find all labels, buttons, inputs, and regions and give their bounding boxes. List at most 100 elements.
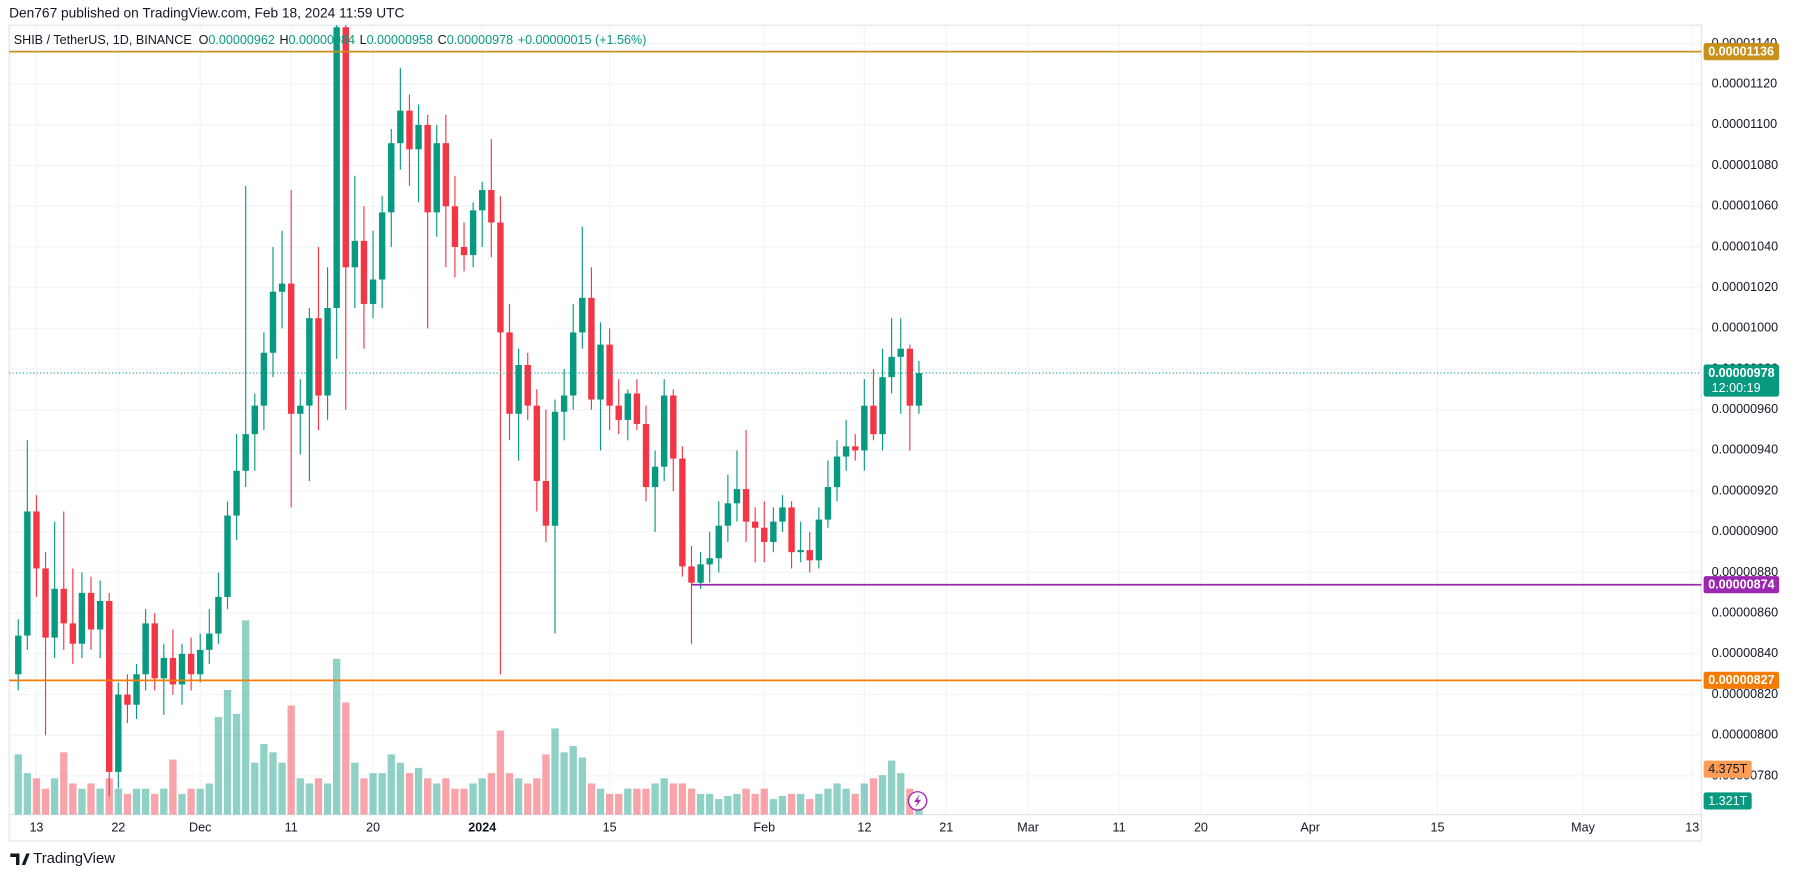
legend-value: 0.00000978 xyxy=(447,34,513,48)
volume-bar xyxy=(78,788,86,815)
candle-body xyxy=(360,240,368,304)
candle-body xyxy=(197,649,204,675)
x-tick-label: 11 xyxy=(1113,821,1126,835)
volume-bar xyxy=(178,793,186,815)
candle-body xyxy=(60,588,67,624)
volume-bar xyxy=(760,788,768,815)
logo-mark xyxy=(10,853,30,865)
candle-body xyxy=(597,344,604,400)
current-price-label: 0.00000978 xyxy=(1708,366,1774,380)
candle-body xyxy=(488,189,495,223)
volume-bar xyxy=(596,788,605,815)
y-tick-label: 0.00000960 xyxy=(1712,402,1778,416)
candle-body xyxy=(770,521,777,542)
volume-bar xyxy=(778,795,787,815)
candle-body xyxy=(206,633,213,650)
volume-bar xyxy=(114,788,122,815)
x-tick-label: 22 xyxy=(111,821,125,835)
candle-body xyxy=(879,377,886,435)
y-tick-label: 0.00001000 xyxy=(1712,321,1778,335)
candle-body xyxy=(606,344,613,406)
y-tick-label: 0.00001060 xyxy=(1712,199,1778,213)
volume-bar xyxy=(742,788,750,815)
volume-bar xyxy=(232,713,241,815)
symbol: SHIB / TetherUS, 1D, BINANCE xyxy=(14,34,192,48)
candle-body xyxy=(788,507,795,553)
candle-body xyxy=(324,308,331,396)
volume-bar xyxy=(678,783,687,815)
x-tick-label: Feb xyxy=(753,821,775,835)
candle-body xyxy=(660,395,668,467)
volume-bar xyxy=(615,793,623,815)
volume-ma-label: 4.375T xyxy=(1708,762,1747,776)
y-tick-label: 0.00000920 xyxy=(1712,483,1778,497)
candle-body xyxy=(797,550,804,553)
volume-bar xyxy=(360,778,368,815)
candle-body xyxy=(888,356,895,378)
candle-body xyxy=(333,27,340,309)
candle-body xyxy=(642,423,650,488)
x-tick-label: 15 xyxy=(1430,821,1444,835)
candle-body xyxy=(451,206,459,247)
volume-bar xyxy=(260,743,268,815)
legend-key: O xyxy=(199,34,209,48)
candle-body xyxy=(224,515,231,597)
candle-body xyxy=(160,657,168,679)
volume-bar xyxy=(314,778,323,815)
legend-value: 0.00000984 xyxy=(289,34,355,48)
candle-body xyxy=(906,348,914,406)
level-label: 0.00000874 xyxy=(1708,578,1774,592)
candle-body xyxy=(297,405,304,414)
volume-bar xyxy=(542,754,550,815)
y-tick-label: 0.00000820 xyxy=(1712,687,1778,701)
legend-change: +0.00000015 (+1.56%) xyxy=(518,34,647,48)
replay-icon-bolt[interactable] xyxy=(914,794,922,808)
candle-body xyxy=(433,143,440,213)
candle-body xyxy=(233,470,240,516)
volume-bar xyxy=(796,793,805,815)
volume-bar xyxy=(587,783,596,815)
volume-bar xyxy=(87,783,95,815)
volume-bar xyxy=(878,775,887,815)
candle-body xyxy=(115,694,122,772)
candle-body xyxy=(424,124,431,213)
candle-body xyxy=(251,405,258,435)
candle-body xyxy=(187,653,195,675)
volume-bar xyxy=(342,702,350,815)
volume-bar xyxy=(351,762,359,815)
volume-bar xyxy=(560,752,568,815)
volume-bar xyxy=(642,788,650,815)
legend-value: 0.00000962 xyxy=(208,34,274,48)
volume-bar xyxy=(296,778,304,815)
level-label: 0.00000827 xyxy=(1708,673,1774,687)
candle-body xyxy=(278,283,286,292)
candle-body xyxy=(733,489,741,504)
volume-bar xyxy=(50,778,59,815)
candle-body xyxy=(560,395,568,412)
axes: 0.000007800.000008000.000008200.00000840… xyxy=(29,36,1778,835)
volume-bar xyxy=(733,793,741,815)
x-tick-label: 2024 xyxy=(468,821,496,835)
candle-body xyxy=(579,297,586,333)
symbol-legend: SHIB / TetherUS, 1D, BINANCE O0.00000962 H… xyxy=(14,34,647,48)
level-label-box xyxy=(1703,43,1780,61)
volume-bar xyxy=(333,658,341,815)
candle-body xyxy=(479,189,486,211)
volume-bar xyxy=(369,773,377,815)
volume-bar xyxy=(151,793,159,815)
volume-bar xyxy=(442,778,450,815)
y-tick-label: 0.00000860 xyxy=(1712,606,1778,620)
candle-body xyxy=(388,143,395,213)
candle-body xyxy=(397,110,404,144)
volume-bar xyxy=(633,788,641,815)
replay-icon[interactable] xyxy=(907,791,928,811)
volume-bars xyxy=(14,620,923,815)
x-tick-label: Dec xyxy=(189,821,211,835)
volume-bar xyxy=(223,689,232,815)
candle-body xyxy=(96,600,104,630)
y-tick-label: 0.00000840 xyxy=(1712,646,1778,660)
candle-body xyxy=(588,297,595,400)
candle-body xyxy=(833,456,841,488)
